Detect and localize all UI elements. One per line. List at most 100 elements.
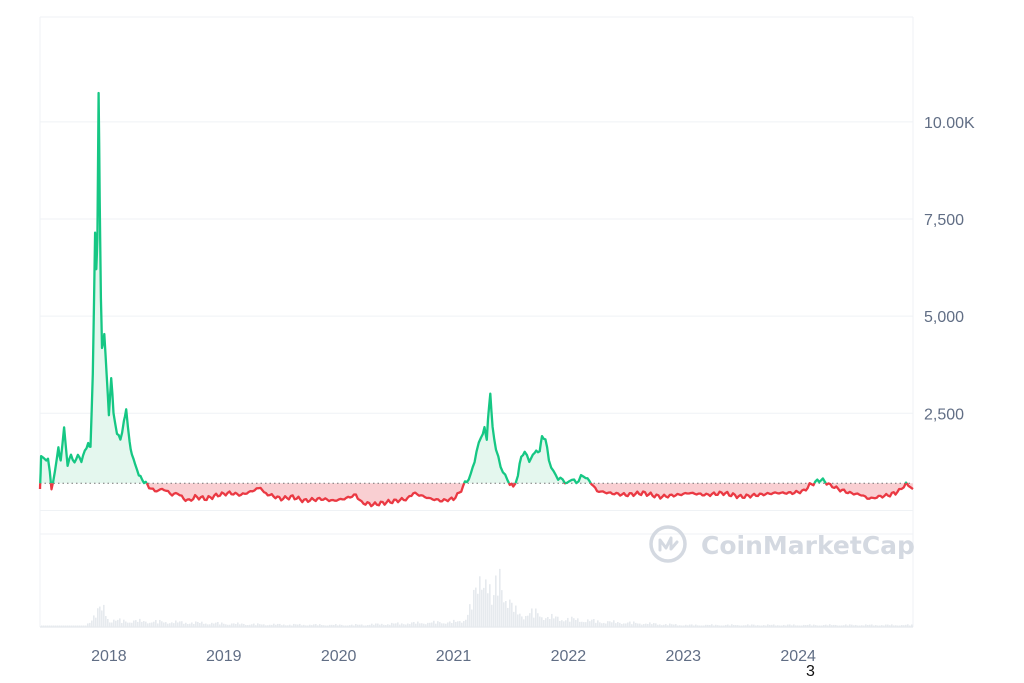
volume-bar (559, 621, 561, 627)
volume-bar (303, 625, 305, 627)
volume-bar (379, 625, 381, 627)
volume-bar (531, 608, 533, 627)
volume-bar (301, 625, 303, 627)
volume-bar (519, 614, 521, 627)
volume-bar (243, 624, 245, 627)
volume-bar (701, 626, 703, 628)
volume-bar (751, 624, 753, 627)
volume-bar (829, 624, 831, 627)
volume-bar (675, 624, 677, 627)
volume-bar (117, 620, 119, 627)
volume-bar (573, 618, 575, 627)
volume-bar (895, 625, 897, 627)
volume-bar (853, 625, 855, 627)
volume-bar (357, 625, 359, 627)
volume-bar (177, 622, 179, 627)
volume-bar (359, 625, 361, 627)
volume-bar (431, 622, 433, 627)
volume-bar (451, 623, 453, 627)
volume-bar (793, 624, 795, 627)
volume-bar (615, 623, 617, 627)
volume-bar (457, 621, 459, 627)
volume-bar (219, 624, 221, 627)
volume-bar (807, 625, 809, 627)
volume-bar (681, 626, 683, 628)
volume-bar (633, 622, 635, 627)
volume-bar (105, 616, 107, 627)
volume-bar (735, 625, 737, 627)
volume-bar (41, 626, 43, 628)
volume-bar (809, 624, 811, 627)
volume-bar (631, 624, 633, 627)
volume-bar (251, 624, 253, 627)
volume-bar (783, 625, 785, 627)
volume-bar (351, 625, 353, 627)
volume-bar (579, 622, 581, 627)
volume-bar (863, 626, 865, 628)
volume-bar (487, 593, 489, 627)
volume-bar (489, 584, 491, 627)
volume-bar (203, 624, 205, 627)
volume-bar (79, 626, 81, 628)
volume-bar (911, 624, 913, 627)
volume-bar (835, 625, 837, 627)
volume-bar (317, 625, 319, 627)
volume-bar (585, 622, 587, 627)
volume-bar (449, 622, 451, 627)
volume-bar (763, 625, 765, 627)
volume-bar (277, 624, 279, 627)
volume-bar (511, 603, 513, 627)
volume-bar (725, 625, 727, 627)
volume-bar (377, 624, 379, 627)
volume-bar (263, 624, 265, 627)
volume-bar (189, 624, 191, 627)
volume-bar (903, 625, 905, 627)
volume-bar (239, 624, 241, 627)
volume-bar (587, 619, 589, 627)
volume-bar (99, 607, 101, 627)
volume-bar (383, 625, 385, 627)
volume-bar (649, 622, 651, 627)
volume-bar (887, 625, 889, 627)
volume-bar (733, 625, 735, 627)
volume-bar (683, 626, 685, 628)
volume-bar (851, 625, 853, 627)
volume-bar (625, 623, 627, 627)
volume-bar (553, 618, 555, 627)
volume-bar (271, 625, 273, 627)
volume-bar (739, 626, 741, 628)
volume-bar (401, 623, 403, 627)
volume-bar (697, 625, 699, 627)
volume-bar (131, 623, 133, 627)
volume-bar (143, 621, 145, 627)
volume-bar (491, 605, 493, 627)
volume-bar (229, 625, 231, 627)
volume-bar (137, 622, 139, 627)
volume-bar (101, 610, 103, 627)
volume-bar (447, 622, 449, 627)
volume-bar (897, 626, 899, 628)
y-tick-label: 5,000 (924, 309, 964, 326)
volume-bar (257, 623, 259, 627)
y-axis-ticks: 2,5005,0007,50010.00K (924, 115, 975, 423)
volume-bar (139, 619, 141, 627)
volume-bar (385, 625, 387, 627)
volume-bar (209, 624, 211, 627)
volume-bar (529, 613, 531, 627)
volume-bar (741, 626, 743, 628)
volume-bar (609, 621, 611, 627)
volume-bar (875, 625, 877, 627)
x-tick-label: 2022 (551, 648, 587, 665)
volume-bar (255, 625, 257, 627)
volume-bar (797, 625, 799, 627)
volume-bar (729, 626, 731, 628)
volume-bar (549, 619, 551, 627)
volume-bar (309, 625, 311, 627)
volume-bar (475, 588, 477, 627)
x-tick-label: 2019 (206, 648, 242, 665)
volume-bar (865, 624, 867, 627)
x-tick-label: 2021 (436, 648, 472, 665)
volume-bar (815, 625, 817, 627)
